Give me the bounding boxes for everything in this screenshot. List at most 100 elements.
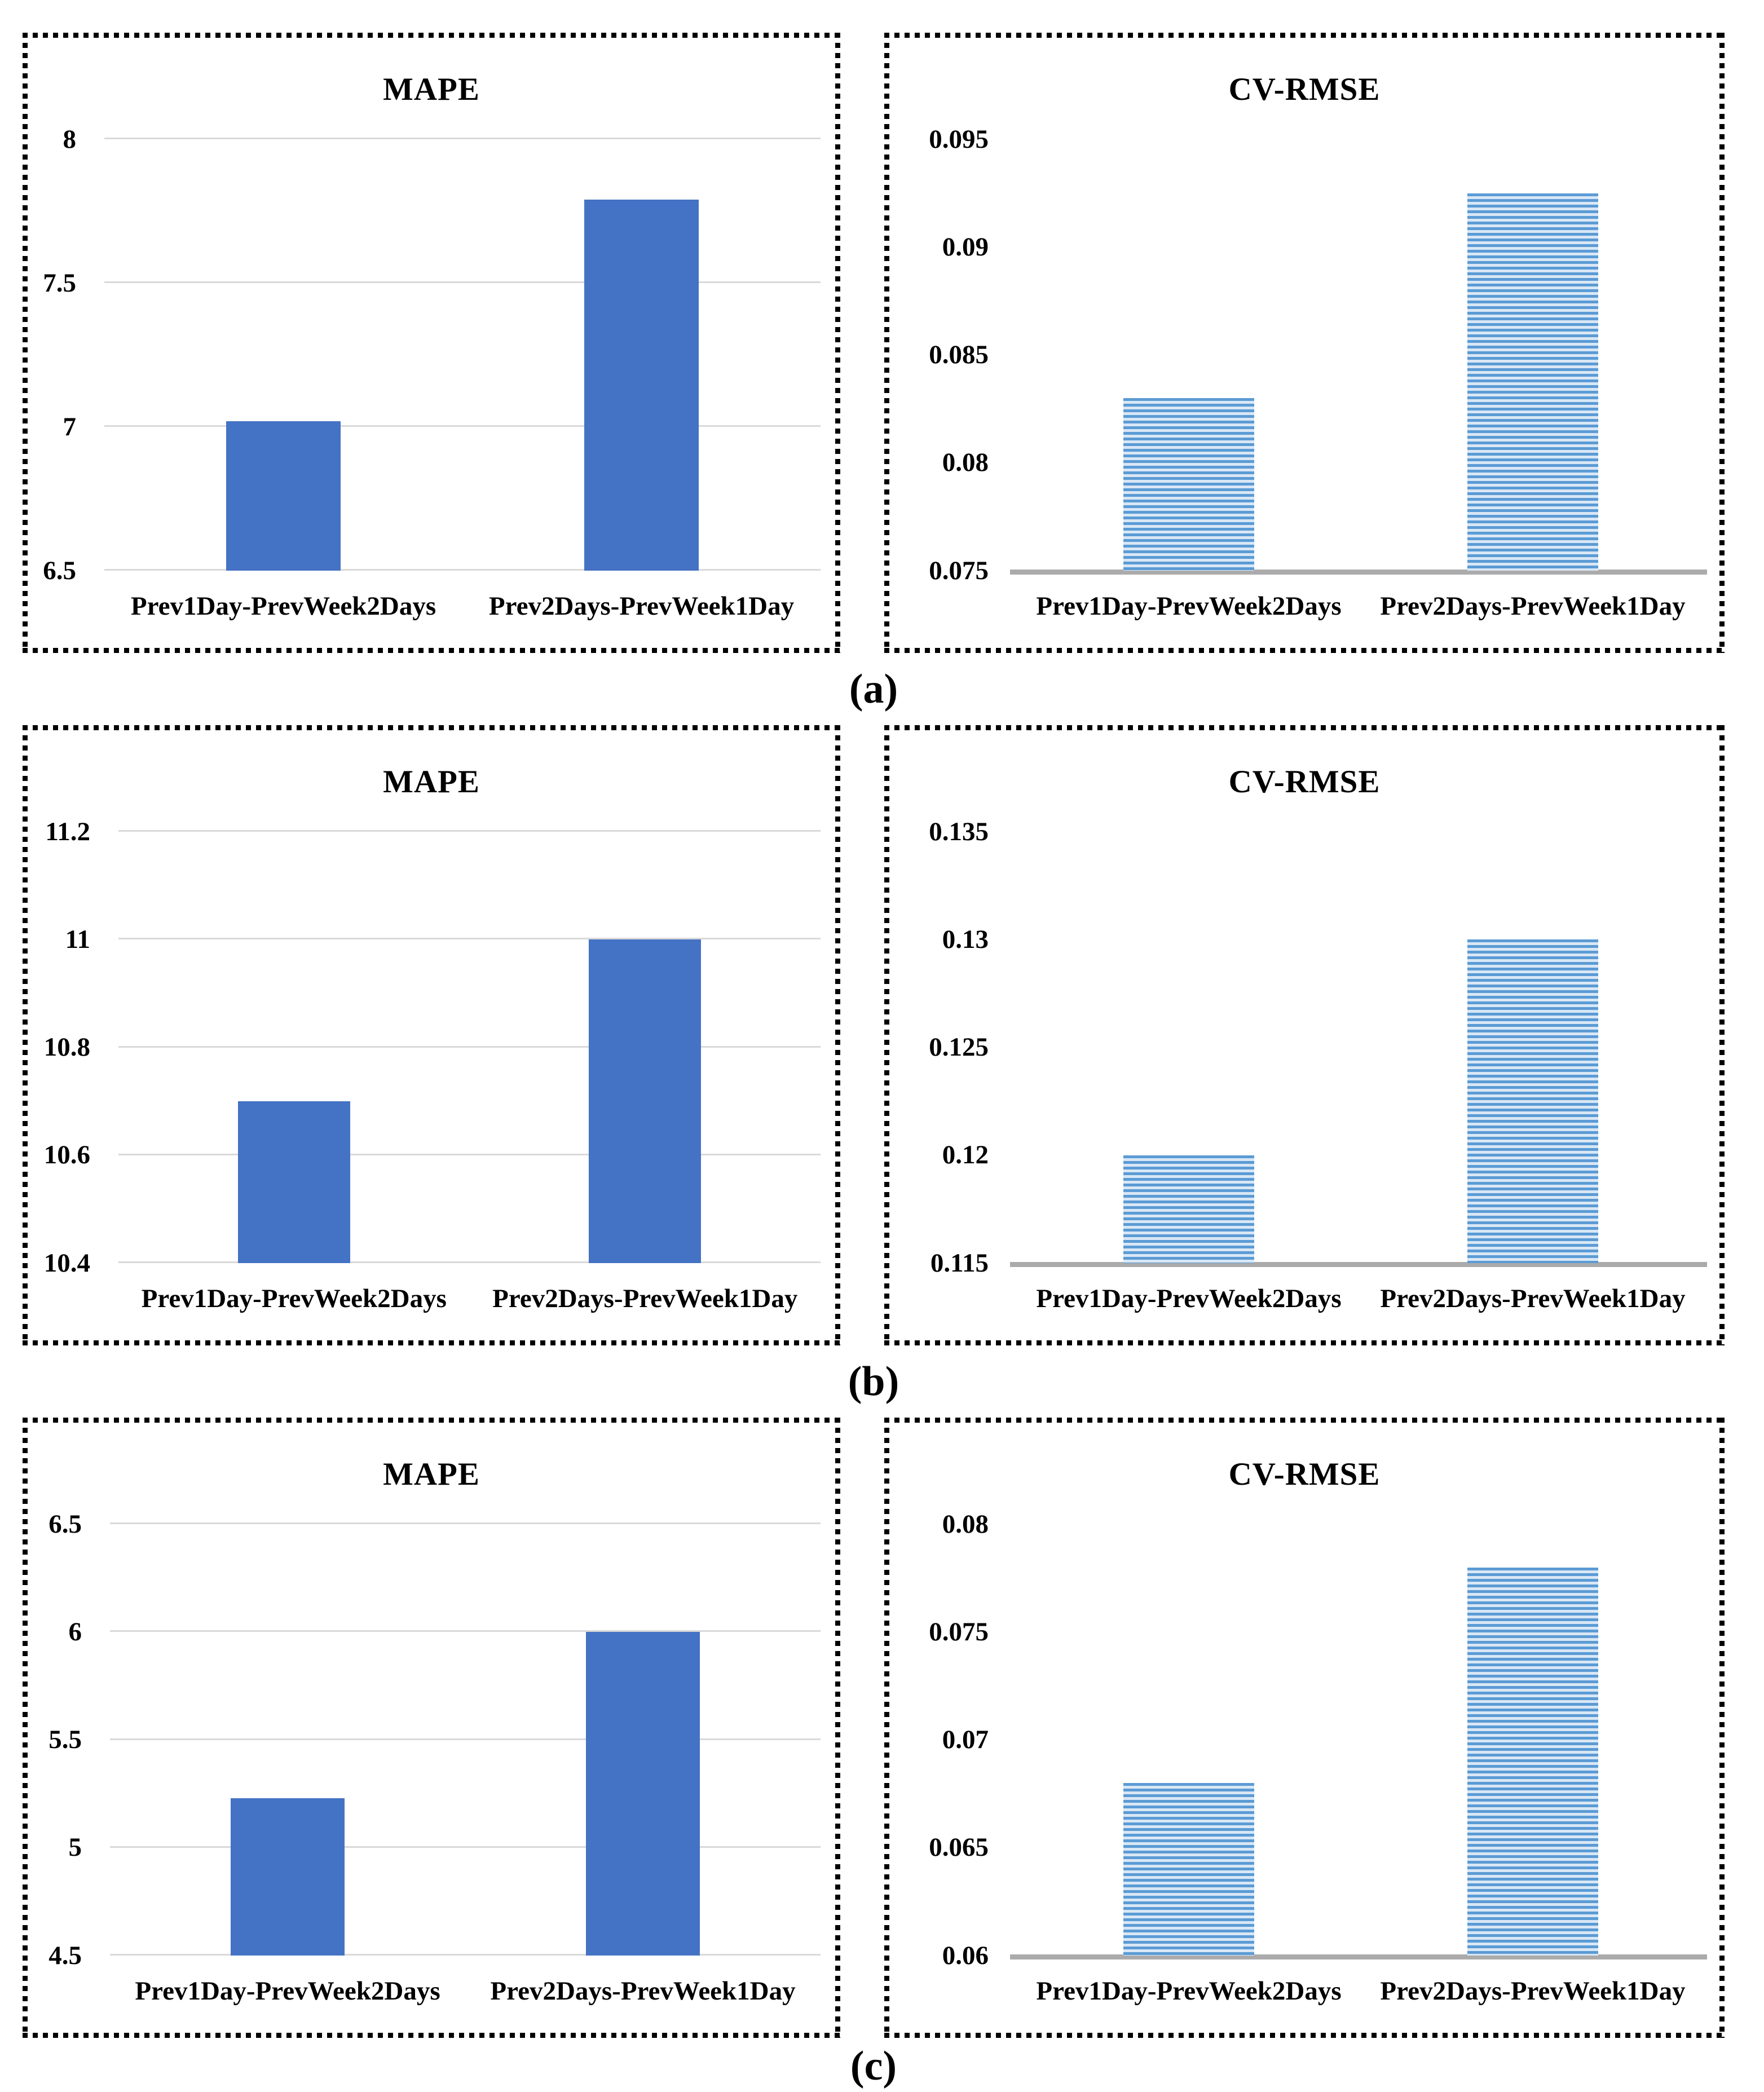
x-axis-labels: Prev1Day-PrevWeek2Days Prev2Days-PrevWeek… <box>104 591 821 626</box>
x-category-label: Prev1Day-PrevWeek2Days <box>1036 1284 1342 1313</box>
bar-Prev2Days-PrevWeek1Day <box>589 939 702 1263</box>
x-axis-labels: Prev1Day-PrevWeek2Days Prev2Days-PrevWeek… <box>1017 1976 1705 2011</box>
y-tick-label: 5.5 <box>48 1725 82 1755</box>
y-tick-label: 0.065 <box>929 1833 989 1863</box>
x-axis-labels: Prev1Day-PrevWeek2Days Prev2Days-PrevWeek… <box>110 1976 821 2011</box>
y-tick-label: 0.09 <box>942 232 989 262</box>
y-tick-label: 0.075 <box>929 1617 989 1647</box>
plot-area: 0.075 0.08 0.085 0.09 0.095 <box>929 126 1707 584</box>
plot-area: 4.5 5 5.5 6 6.5 <box>48 1511 821 1969</box>
y-tick-label: 11 <box>65 925 90 955</box>
x-category-label: Prev2Days-PrevWeek1Day <box>492 1284 798 1313</box>
gridline <box>104 569 821 571</box>
gridline <box>110 1846 821 1848</box>
gridline <box>104 138 821 139</box>
y-tick-label: 11.2 <box>45 817 90 846</box>
panel-label-a: (a) <box>849 665 898 712</box>
y-tick-label: 6.5 <box>43 555 76 585</box>
y-tick-label: 0.125 <box>929 1032 989 1062</box>
x-axis-labels: Prev1Day-PrevWeek2Days Prev2Days-PrevWeek… <box>1017 1283 1705 1318</box>
bar-Prev1Day-PrevWeek2Days <box>1123 1155 1254 1263</box>
bar-Prev1Day-PrevWeek2Days <box>237 1101 350 1263</box>
gridline <box>118 938 821 940</box>
y-tick-label: 6 <box>68 1617 82 1647</box>
chart-title: MAPE <box>383 1457 480 1492</box>
bar-Prev1Day-PrevWeek2Days <box>1123 398 1254 571</box>
x-category-label: Prev2Days-PrevWeek1Day <box>1380 1284 1686 1313</box>
x-axis-labels: Prev1Day-PrevWeek2Days Prev2Days-PrevWeek… <box>1017 591 1705 626</box>
gridline <box>110 1738 821 1740</box>
y-tick-label: 0.085 <box>929 340 989 370</box>
y-tick-label: 0.08 <box>942 448 989 478</box>
y-tick-label: 10.8 <box>43 1032 90 1062</box>
plot-area: 0.06 0.065 0.07 0.075 0.08 <box>929 1511 1707 1969</box>
gridline <box>118 1045 821 1048</box>
plot-area: 0.115 0.12 0.125 0.13 0.135 <box>929 818 1707 1277</box>
y-tick-label: 0.12 <box>942 1140 989 1170</box>
y-tick-label: 5 <box>68 1833 82 1863</box>
chart-mape-b: MAPE 10.4 10.6 10.8 11 11.2 Prev1Day-PrevWee… <box>23 725 840 1345</box>
y-tick-label: 0.06 <box>942 1940 989 1970</box>
chart-cvrmse-b: CV-RMSE 0.115 0.12 0.125 0.13 0.135 Prev1Day… <box>884 725 1725 1345</box>
gridline <box>110 1630 821 1632</box>
y-tick-label: 6.5 <box>48 1509 82 1539</box>
bar-Prev1Day-PrevWeek2Days <box>226 421 341 571</box>
gridline <box>104 281 821 283</box>
panel-c-row: MAPE 4.5 5 5.5 6 6.5 Prev1Day-PrevWeek2Days P… <box>23 1418 1764 2038</box>
y-tick-label: 7 <box>63 412 77 442</box>
gridline <box>110 1954 821 1956</box>
x-axis-baseline <box>1010 1954 1707 1959</box>
y-tick-label: 0.115 <box>930 1248 989 1278</box>
bar-Prev1Day-PrevWeek2Days <box>231 1798 345 1956</box>
panel-b-row: MAPE 10.4 10.6 10.8 11 11.2 Prev1Day-PrevWee… <box>23 725 1764 1345</box>
x-category-label: Prev2Days-PrevWeek1Day <box>488 592 795 621</box>
y-tick-label: 0.08 <box>942 1509 989 1539</box>
y-tick-label: 10.6 <box>43 1140 90 1170</box>
y-tick-label: 8 <box>63 124 77 154</box>
gridline <box>118 1261 821 1263</box>
chart-cvrmse-c: CV-RMSE 0.06 0.065 0.07 0.075 0.08 Prev1Day-… <box>884 1418 1725 2038</box>
y-tick-label: 0.07 <box>942 1725 989 1755</box>
y-tick-label: 4.5 <box>48 1940 82 1970</box>
chart-mape-c: MAPE 4.5 5 5.5 6 6.5 Prev1Day-PrevWeek2Days P… <box>23 1418 840 2038</box>
bar-Prev2Days-PrevWeek1Day <box>586 1632 700 1956</box>
x-category-label: Prev2Days-PrevWeek1Day <box>490 1976 796 2006</box>
x-category-label: Prev1Day-PrevWeek2Days <box>135 1976 440 2006</box>
chart-title: MAPE <box>383 764 480 800</box>
panel-a-row: MAPE 6.5 7 7.5 8 Prev1Day-PrevWeek2Days Prev… <box>23 33 1764 653</box>
chart-title: MAPE <box>383 72 480 107</box>
chart-title: CV-RMSE <box>1228 72 1381 107</box>
bar-Prev2Days-PrevWeek1Day <box>1467 1567 1598 1956</box>
panel-label-b: (b) <box>848 1358 899 1405</box>
x-axis-labels: Prev1Day-PrevWeek2Days Prev2Days-PrevWeek… <box>118 1283 821 1318</box>
x-category-label: Prev1Day-PrevWeek2Days <box>1036 592 1342 621</box>
y-tick-label: 0.13 <box>942 925 989 955</box>
bar-Prev2Days-PrevWeek1Day <box>1467 193 1598 571</box>
gridline <box>104 425 821 427</box>
chart-title: CV-RMSE <box>1228 1457 1381 1492</box>
chart-cvrmse-a: CV-RMSE 0.075 0.08 0.085 0.09 0.095 Prev1Day… <box>884 33 1725 653</box>
x-category-label: Prev1Day-PrevWeek2Days <box>130 592 436 621</box>
y-tick-label: 0.135 <box>929 817 989 846</box>
gridline <box>118 1153 821 1155</box>
y-tick-label: 0.095 <box>929 124 989 154</box>
y-tick-label: 7.5 <box>43 268 76 298</box>
x-axis-baseline <box>1010 1262 1707 1267</box>
x-category-label: Prev1Day-PrevWeek2Days <box>141 1284 447 1313</box>
x-axis-baseline <box>1010 570 1707 575</box>
panel-label-c: (c) <box>850 2042 897 2089</box>
y-tick-label: 0.075 <box>929 555 989 585</box>
gridline <box>110 1522 821 1524</box>
x-category-label: Prev2Days-PrevWeek1Day <box>1380 1976 1686 2006</box>
chart-mape-a: MAPE 6.5 7 7.5 8 Prev1Day-PrevWeek2Days Prev… <box>23 33 840 653</box>
bar-Prev2Days-PrevWeek1Day <box>1467 939 1598 1263</box>
bar-Prev1Day-PrevWeek2Days <box>1123 1783 1254 1956</box>
x-category-label: Prev1Day-PrevWeek2Days <box>1036 1976 1342 2006</box>
chart-title: CV-RMSE <box>1228 764 1381 800</box>
gridline <box>118 830 821 832</box>
plot-area: 6.5 7 7.5 8 <box>43 126 821 584</box>
plot-area: 10.4 10.6 10.8 11 11.2 <box>44 818 821 1277</box>
bar-Prev2Days-PrevWeek1Day <box>584 200 699 571</box>
x-category-label: Prev2Days-PrevWeek1Day <box>1380 592 1686 621</box>
